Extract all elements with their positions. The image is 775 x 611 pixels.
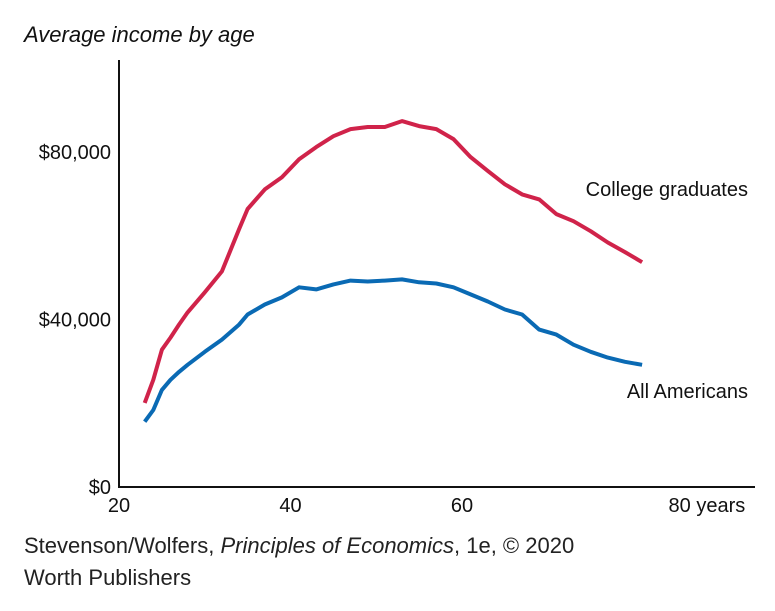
source-line: Stevenson/Wolfers, Principles of Economi… [24, 533, 574, 558]
source-text: Stevenson/Wolfers, [24, 533, 220, 558]
series-line [143, 277, 643, 423]
x-tick-label: 80 years [669, 495, 746, 517]
chart-title: Average income by age [22, 22, 255, 47]
source-book: Principles of Economics [220, 533, 454, 558]
source-publisher: Worth Publishers [24, 565, 191, 590]
y-tick-label: $40,000 [39, 310, 111, 332]
y-tick-label: $0 [89, 477, 111, 499]
series-label: College graduates [586, 179, 748, 201]
series-line [142, 119, 644, 404]
source-text: , 1e, © 2020 [454, 533, 574, 558]
x-tick-label: 40 [279, 495, 301, 517]
x-tick-label: 20 [108, 495, 130, 517]
x-tick-label: 60 [451, 495, 473, 517]
series-label: All Americans [627, 381, 748, 403]
y-tick-label: $80,000 [39, 142, 111, 164]
